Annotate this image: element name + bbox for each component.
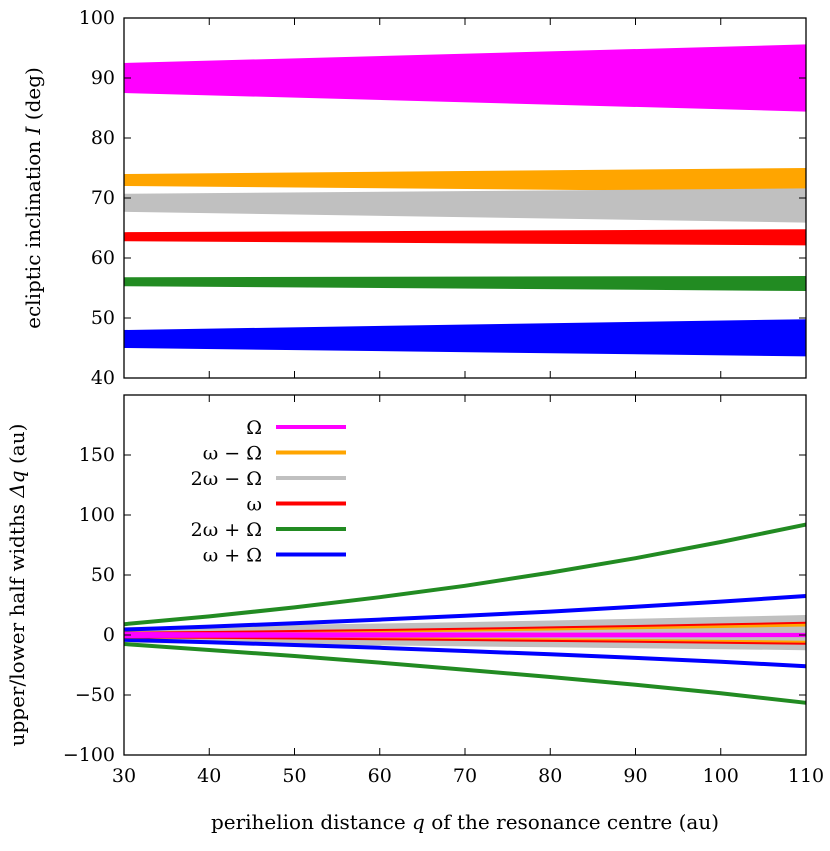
half-width-xtick-label: 100	[703, 765, 739, 787]
xlabel-suffix: of the resonance centre (au)	[425, 810, 719, 834]
inclination-ytick-label: 50	[91, 307, 115, 329]
inclination-band-4	[124, 276, 806, 291]
half-width-ytick-label: 0	[103, 624, 115, 646]
legend-label-5: ω + Ω	[203, 545, 262, 567]
half-width-ticks: −100 −50 0 50 100 150 30 40 50 60 70 80 90 100 110	[63, 395, 824, 787]
ylabel-symbol: I	[21, 125, 45, 135]
inclination-y-axis-label: ecliptic inclination I (deg)	[21, 67, 45, 329]
inclination-band-2	[124, 188, 806, 223]
legend-label-3: ω	[247, 494, 263, 516]
half-width-ytick-label: 50	[91, 564, 115, 586]
inclination-ytick-label: 80	[91, 127, 115, 149]
half-width-line-4-lower	[123, 642, 807, 705]
half-width-y-axis-label: upper/lower half widths Δq (au)	[5, 424, 29, 747]
x-axis-label: perihelion distance q of the resonance c…	[211, 810, 719, 834]
half-width-line-4-upper	[123, 522, 807, 627]
half-width-panel: −100 −50 0 50 100 150 30 40 50 60 70 80 90 100 110 Ωω …	[5, 394, 824, 834]
inclination-ytick-label: 70	[91, 187, 115, 209]
legend-label-1: ω − Ω	[203, 443, 262, 465]
inclination-ytick-label: 60	[91, 247, 115, 269]
inclination-band-5	[124, 319, 806, 357]
half-width-xtick-label: 40	[197, 765, 221, 787]
xlabel-symbol: q	[412, 810, 425, 834]
half-width-line-3-lower	[123, 636, 807, 645]
half-width-ytick-label: 150	[79, 444, 115, 466]
ylabel-unit: (deg)	[21, 67, 45, 126]
inclination-ytick-label: 100	[79, 7, 115, 29]
legend: Ωω − Ω 2ω − Ω ω 2ω + Ω ω + Ω	[191, 417, 346, 567]
half-width-xtick-label: 90	[623, 765, 647, 787]
inclination-band-3	[124, 229, 806, 246]
inclination-band-1	[124, 168, 806, 192]
half-width-xtick-label: 30	[112, 765, 136, 787]
half-width-line-0-lower	[123, 633, 807, 638]
ylabel2-unit: (au)	[5, 424, 29, 471]
inclination-band-0	[124, 44, 806, 112]
half-width-xtick-label: 80	[538, 765, 562, 787]
inclination-ytick-label: 90	[91, 67, 115, 89]
inclination-panel: 40 50 60 70 80 90 100 ecliptic inclination I (…	[21, 7, 807, 389]
half-width-plot-frame	[123, 394, 807, 756]
inclination-bands	[124, 44, 806, 357]
half-width-xtick-label: 70	[453, 765, 477, 787]
half-width-xtick-label: 60	[368, 765, 392, 787]
half-width-xtick-label: 110	[788, 765, 824, 787]
half-width-line-5-upper	[123, 594, 807, 632]
half-width-ytick-label: −100	[63, 744, 115, 766]
ylabel-prefix: ecliptic inclination	[21, 134, 45, 328]
ylabel2-symbol: Δq	[5, 470, 29, 498]
half-width-ytick-label: 100	[79, 504, 115, 526]
legend-label-0: Ω	[246, 417, 262, 439]
legend-label-4: 2ω + Ω	[191, 519, 262, 541]
half-width-line-2-upper	[123, 615, 807, 631]
inclination-ytick-label: 40	[91, 367, 115, 389]
inclination-plot-frame	[123, 17, 807, 379]
half-width-xtick-label: 50	[282, 765, 306, 787]
legend-label-2: 2ω − Ω	[191, 468, 262, 490]
xlabel-prefix: perihelion distance	[211, 810, 412, 834]
half-width-lines	[123, 522, 807, 705]
half-width-line-5-lower	[123, 637, 807, 669]
half-width-line-3-upper	[123, 621, 807, 634]
half-width-ytick-label: −50	[75, 684, 115, 706]
ylabel2-prefix: upper/lower half widths	[5, 498, 29, 747]
